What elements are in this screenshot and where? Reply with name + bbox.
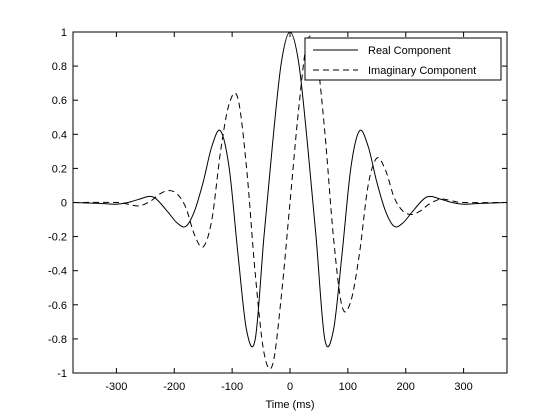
y-tick-label: 0.2 <box>52 163 67 175</box>
legend-box <box>304 37 502 81</box>
x-axis-label: Time (ms) <box>265 399 314 411</box>
y-tick-label: -0.6 <box>48 300 67 312</box>
x-tick-label: -100 <box>221 381 243 393</box>
y-tick-label: 0 <box>61 198 67 210</box>
y-tick-label: -1 <box>57 368 67 380</box>
x-tick-label: -300 <box>105 381 127 393</box>
y-tick-label: -0.8 <box>48 334 67 346</box>
series-line-imaginary <box>72 35 508 370</box>
x-tick-label: 100 <box>339 381 357 393</box>
y-tick-label: 0.6 <box>52 95 67 107</box>
legend: Real Component Imaginary Component <box>304 37 502 81</box>
plot-area <box>73 32 507 373</box>
x-tick-label: 0 <box>287 381 293 393</box>
x-tick-label: 200 <box>397 381 415 393</box>
y-tick-label: -0.2 <box>48 232 67 244</box>
legend-label-imaginary: Imaginary Component <box>368 65 476 77</box>
y-tick-label: 1 <box>61 27 67 39</box>
legend-label-real: Real Component <box>368 45 451 57</box>
y-tick-label: -0.4 <box>48 266 67 278</box>
x-tick-label: 300 <box>454 381 472 393</box>
x-tick-label: -200 <box>163 381 185 393</box>
y-tick-label: 0.8 <box>52 61 67 73</box>
ticks-layer: -300 -200 -100 0 100 200 300 -1 -0.8 -0.6 -0.4 -0.2… <box>48 27 507 393</box>
y-tick-label: 0.4 <box>52 129 67 141</box>
